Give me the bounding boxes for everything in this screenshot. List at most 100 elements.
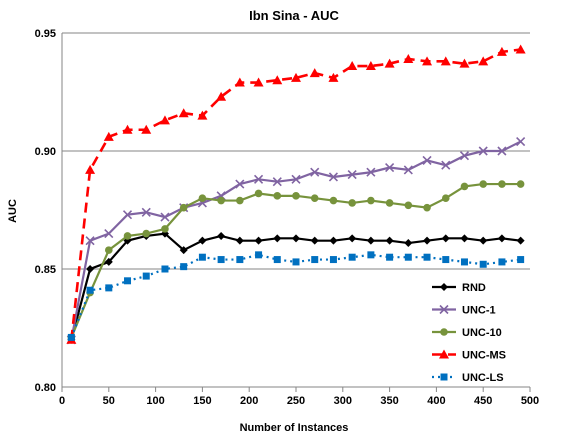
legend-label: UNC-LS [462, 372, 504, 384]
data-point [310, 236, 319, 245]
series-unc-ls [67, 251, 525, 341]
axes [61, 33, 531, 392]
data-point [142, 229, 151, 238]
data-point [141, 124, 152, 134]
series-rnd [67, 229, 525, 344]
series-unc-ms [66, 44, 526, 344]
data-point [404, 239, 413, 248]
legend-item-unc-ms: UNC-MS [432, 349, 506, 362]
legend-item-unc-10: UNC-10 [432, 327, 502, 339]
x-tick-label: 100 [146, 395, 164, 407]
data-point [516, 136, 526, 147]
data-point [236, 256, 244, 264]
series-line [70, 253, 521, 338]
data-point [179, 246, 188, 255]
data-point [253, 77, 264, 87]
data-point [423, 236, 432, 245]
y-tick-label: 0.95 [35, 28, 56, 40]
data-point [85, 164, 96, 174]
x-tick-label: 50 [103, 395, 115, 407]
data-point [105, 284, 113, 292]
data-point [385, 236, 394, 245]
data-point [161, 225, 169, 233]
data-point [516, 180, 525, 188]
data-point [310, 194, 319, 202]
data-point [161, 265, 169, 273]
data-point [403, 165, 413, 175]
data-point [103, 131, 114, 141]
data-point [479, 260, 487, 268]
data-point [365, 61, 376, 71]
legend-item-unc-1: UNC-1 [432, 305, 496, 317]
data-point [329, 256, 337, 264]
data-point [479, 180, 488, 188]
data-point [216, 91, 227, 101]
legend-label: UNC-10 [462, 327, 502, 339]
data-point [292, 192, 300, 200]
data-point [272, 75, 283, 85]
data-point [217, 256, 225, 264]
data-point [517, 256, 525, 264]
data-point [367, 251, 375, 259]
data-point [496, 46, 507, 56]
data-point [235, 236, 244, 245]
data-point [292, 258, 300, 266]
legend-marker [440, 373, 448, 381]
data-point [310, 167, 320, 177]
data-point [217, 231, 226, 240]
data-point [255, 251, 263, 259]
data-point [178, 108, 189, 118]
data-point [329, 236, 338, 245]
y-tick-label: 0.85 [35, 264, 56, 276]
data-point [516, 236, 525, 245]
data-point [254, 189, 263, 198]
x-tick-label: 300 [334, 395, 352, 407]
data-point [386, 253, 394, 261]
x-tick-label: 350 [380, 395, 398, 407]
data-point [217, 196, 225, 205]
data-point [311, 256, 319, 264]
data-point [460, 182, 469, 191]
data-point [423, 253, 431, 261]
data-point [236, 196, 244, 205]
data-point [404, 253, 412, 261]
x-tick-label: 500 [521, 395, 539, 407]
data-point [105, 246, 113, 254]
data-point [403, 53, 414, 63]
y-axis-label: AUC [7, 199, 19, 223]
data-point [198, 194, 207, 202]
data-point [497, 234, 506, 243]
chart-title: Ibn Sina - AUC [249, 8, 339, 23]
data-point [180, 263, 188, 271]
legend-item-rnd: RND [432, 282, 486, 294]
data-point [440, 56, 451, 66]
data-point [273, 192, 282, 200]
data-point [67, 333, 75, 341]
data-point [441, 194, 450, 202]
data-point [366, 236, 375, 245]
data-point [385, 199, 394, 207]
data-point [123, 232, 132, 240]
legend-label: RND [462, 282, 486, 294]
legend-marker [440, 283, 448, 291]
series-lines [66, 44, 526, 345]
data-point [347, 61, 358, 71]
x-tick-label: 400 [427, 395, 445, 407]
data-point [367, 196, 375, 205]
data-point [179, 203, 188, 212]
tick-labels: 0.80 0.85 0.90 0.95 0 50 100 150 200 250 300 350 400… [35, 28, 540, 407]
y-tick-label: 0.90 [35, 146, 56, 158]
data-point [198, 236, 207, 245]
data-point [497, 146, 507, 156]
data-point [460, 234, 469, 243]
data-point [142, 272, 150, 280]
data-point [198, 253, 206, 261]
data-point [385, 162, 395, 173]
data-point [384, 58, 395, 68]
data-point [141, 207, 151, 217]
data-point [422, 155, 432, 166]
data-point [442, 256, 450, 264]
data-point [273, 234, 282, 243]
